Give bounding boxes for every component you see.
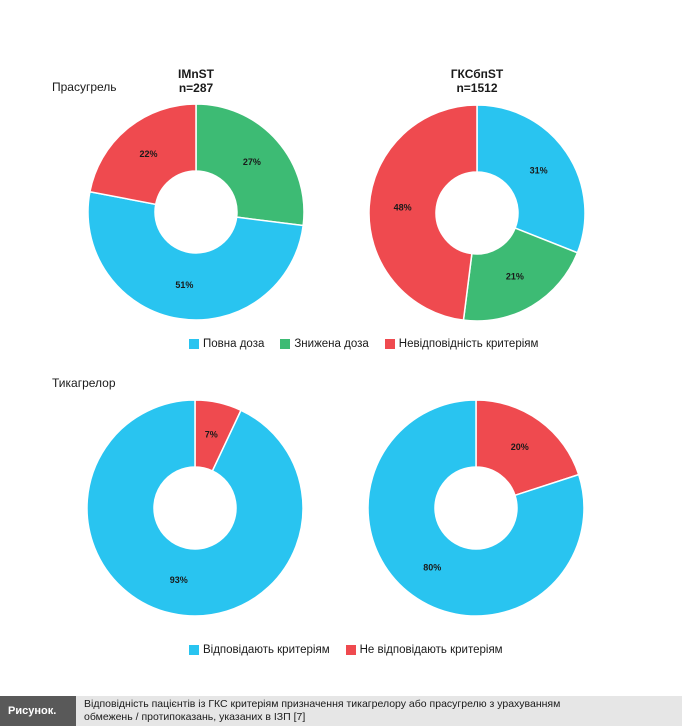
caption-line-1: Відповідність пацієнтів із ГКС критеріям… <box>84 698 561 710</box>
donut-slice <box>476 104 586 254</box>
donut-slice <box>87 190 304 321</box>
slice-value-label: 80% <box>423 563 441 573</box>
legend-prasugrel: Повна доза Знижена доза Невідповідність … <box>189 338 554 350</box>
slice-value-label: 27% <box>243 157 261 167</box>
donut-slice <box>195 103 305 227</box>
legend-label-reduced-dose: Знижена доза <box>294 338 369 350</box>
header-imnst-n: n=287 <box>178 81 214 95</box>
slice-value-label: 51% <box>175 280 193 290</box>
figure-caption: Рисунок. Відповідність пацієнтів із ГКС … <box>0 696 682 726</box>
caption-line-2: обмежень / протипоказань, указаних в ІЗП… <box>84 711 306 723</box>
legend-label-not-meets: Не відповідають критеріям <box>359 644 503 656</box>
header-gksbnst-title: ГКСбпST <box>450 67 504 81</box>
legend-item-reduced-dose: Знижена доза <box>280 338 369 350</box>
header-gksbnst: ГКСбпST n=1512 <box>397 67 557 95</box>
row-label-ticagrelor: Тикагрелор <box>52 376 116 390</box>
legend-ticagrelor: Відповідають критеріям Не відповідають к… <box>189 644 519 656</box>
slice-value-label: 20% <box>511 442 529 452</box>
legend-swatch-not-meeting <box>384 339 395 349</box>
slice-value-label: 93% <box>170 575 188 585</box>
legend-item-not-meeting: Невідповідність критеріям <box>384 338 539 350</box>
legend-swatch-full-dose <box>189 339 199 349</box>
legend-swatch-reduced-dose <box>280 339 291 349</box>
header-imnst-title: IMnST <box>178 67 214 81</box>
donut-slice <box>367 399 585 617</box>
donut-slice <box>86 399 304 617</box>
donut-slice <box>368 104 478 321</box>
slice-value-label: 21% <box>506 272 524 282</box>
legend-item-meets: Відповідають критеріям <box>189 644 330 656</box>
slice-value-label: 48% <box>394 203 412 213</box>
row-label-prasugrel: Прасугрель <box>52 80 117 94</box>
header-gksbnst-n: n=1512 <box>456 81 498 95</box>
slice-value-label: 22% <box>140 149 158 159</box>
slice-value-label: 31% <box>530 165 548 175</box>
legend-item-not-meets: Не відповідають критеріям <box>345 644 503 656</box>
legend-label-not-meeting: Невідповідність критеріям <box>398 338 539 350</box>
legend-label-full-dose: Повна доза <box>203 338 265 350</box>
caption-text: Відповідність пацієнтів із ГКС критеріям… <box>76 696 682 726</box>
donut-slice <box>462 227 579 322</box>
header-imnst: IMnST n=287 <box>116 67 276 95</box>
slice-value-label: 7% <box>205 430 218 440</box>
legend-swatch-meets <box>189 645 199 655</box>
legend-label-meets: Відповідають критеріям <box>203 644 330 656</box>
caption-label: Рисунок. <box>0 696 76 726</box>
donut-slice <box>475 399 580 497</box>
donut-slice <box>89 103 197 206</box>
legend-item-full-dose: Повна доза <box>189 338 264 350</box>
legend-swatch-not-meets <box>345 645 356 655</box>
